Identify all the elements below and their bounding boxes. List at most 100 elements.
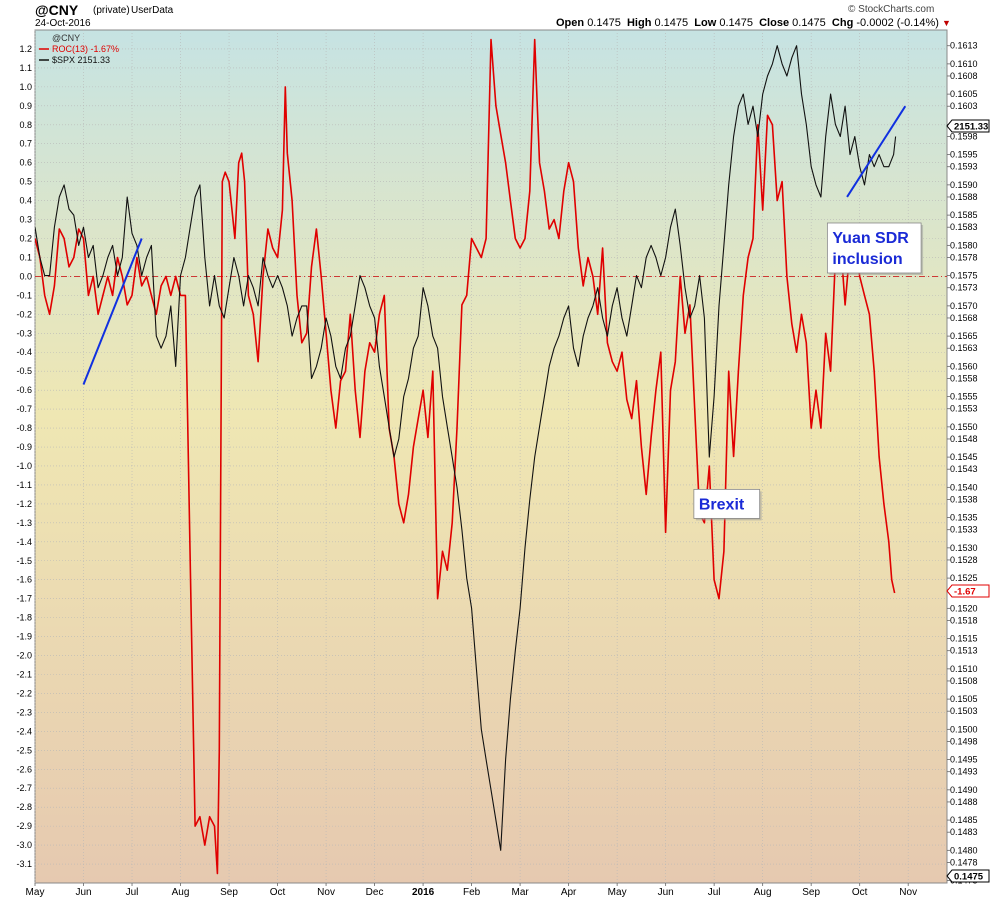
left-tick-label: 0.6 — [19, 158, 32, 168]
annotation-text: Yuan SDR — [832, 230, 909, 247]
cny-last-label: 0.1475 — [946, 869, 990, 883]
roc-last-label: -1.67 — [946, 584, 990, 598]
left-tick-label: -1.4 — [16, 537, 32, 547]
left-tick-label: -0.3 — [16, 328, 32, 338]
left-tick-label: -1.7 — [16, 594, 32, 604]
left-tick-label: 0.7 — [19, 139, 32, 149]
right-tick-label: 0.1535 — [950, 513, 978, 523]
right-tick-label: 0.1495 — [950, 755, 978, 765]
right-tick-label: 0.1568 — [950, 313, 978, 323]
left-tick-label: -0.7 — [16, 404, 32, 414]
vertical-gridlines — [34, 30, 909, 883]
x-tick-label: Mar — [511, 887, 529, 898]
low-value: 0.1475 — [719, 17, 753, 29]
trendline-1 — [82, 238, 143, 385]
x-tick-label: Jun — [658, 887, 674, 898]
right-tick-label: 0.1588 — [950, 192, 978, 202]
right-tick-label: 0.1598 — [950, 131, 978, 141]
x-tick-label: Aug — [754, 887, 772, 898]
plot-background — [34, 29, 948, 884]
right-tick-label: 0.1533 — [950, 525, 978, 535]
x-tick-label: 2016 — [412, 887, 435, 898]
left-tick-label: 1.1 — [19, 63, 32, 73]
right-tick-label: 0.1563 — [950, 343, 978, 353]
x-tick-label: Aug — [172, 887, 190, 898]
left-tick-label: -1.0 — [16, 461, 32, 471]
right-tick-label: 0.1603 — [950, 101, 978, 111]
open-label: Open — [556, 17, 585, 29]
right-tick-label: 0.1548 — [950, 434, 978, 444]
right-tick-label: 0.1493 — [950, 767, 978, 777]
roc-last-label-text: -1.67 — [954, 587, 976, 598]
x-tick-label: Nov — [317, 887, 335, 898]
left-tick-label: 0.3 — [19, 215, 32, 225]
right-axis: 0.16130.16100.16080.16050.16030.16000.15… — [947, 41, 978, 886]
right-tick-label: 0.1480 — [950, 845, 978, 855]
down-arrow-icon: ▼ — [941, 18, 951, 28]
left-tick-label: -1.1 — [16, 480, 32, 490]
right-tick-label: 0.1605 — [950, 89, 978, 99]
left-tick-label: -2.2 — [16, 688, 32, 698]
left-tick-label: -0.6 — [16, 385, 32, 395]
left-tick-label: -0.5 — [16, 366, 32, 376]
right-tick-label: 0.1610 — [950, 59, 978, 69]
cny-last-label-text: 0.1475 — [954, 872, 984, 883]
cny-last-label-box — [946, 869, 990, 883]
right-tick-label: 0.1540 — [950, 482, 978, 492]
chart-header: @CNY (private) UserData 24-Oct-2016 © St… — [0, 0, 1000, 30]
legend-entry: $SPX 2151.33 — [52, 55, 110, 65]
source-label: UserData — [131, 5, 174, 16]
left-tick-label: 1.2 — [19, 44, 32, 54]
x-tick-label: Dec — [366, 887, 384, 898]
x-tick-label: Nov — [899, 887, 917, 898]
high-label: High — [626, 17, 652, 29]
chg-label: Chg — [831, 17, 854, 29]
right-tick-label: 0.1573 — [950, 283, 978, 293]
legend-entry: @CNY — [52, 33, 80, 43]
right-tick-label: 0.1538 — [950, 494, 978, 504]
x-tick-label: Jul — [708, 887, 721, 898]
left-tick-label: -2.0 — [16, 651, 32, 661]
high-value: 0.1475 — [654, 17, 689, 29]
brand-logo: © StockCharts.com — [848, 4, 935, 15]
left-tick-label: -0.8 — [16, 423, 32, 433]
symbol-title: @CNY — [35, 2, 79, 18]
annotation-box — [693, 488, 761, 519]
right-tick-label: 0.1550 — [950, 422, 978, 432]
right-tick-label: 0.1520 — [950, 603, 978, 613]
x-tick-label: Oct — [852, 887, 868, 898]
right-tick-label: 0.1530 — [950, 543, 978, 553]
spx-series-line — [35, 45, 897, 851]
right-tick-label: 0.1508 — [950, 676, 978, 686]
right-tick-label: 0.1503 — [950, 706, 978, 716]
right-tick-label: 0.1525 — [950, 573, 978, 583]
x-tick-label: Sep — [220, 887, 238, 898]
right-tick-label: 0.1565 — [950, 331, 978, 341]
left-tick-label: -2.8 — [16, 802, 32, 812]
low-label: Low — [694, 17, 717, 29]
right-tick-label: 0.1505 — [950, 694, 978, 704]
right-tick-label: 0.1560 — [950, 361, 978, 371]
right-tick-label: 0.1490 — [950, 785, 978, 795]
spx-last-label-text: 2151.33 — [954, 122, 988, 133]
spx-last-label: 2151.33 — [946, 119, 990, 133]
left-tick-label: -0.1 — [16, 290, 32, 300]
right-tick-label: 0.1580 — [950, 240, 978, 250]
series-layer — [35, 38, 897, 875]
chg-value: -0.0002 (-0.14%) — [856, 17, 939, 29]
left-tick-label: -2.5 — [16, 745, 32, 755]
right-tick-label: 0.1488 — [950, 797, 978, 807]
right-tick-label: 0.1498 — [950, 736, 978, 746]
left-tick-label: -1.2 — [16, 499, 32, 509]
left-tick-label: -1.3 — [16, 518, 32, 528]
right-tick-label: 0.1500 — [950, 724, 978, 734]
ohlc-readout: Open 0.1475 High 0.1475 Low 0.1475 Close… — [556, 17, 951, 29]
right-tick-label: 0.1593 — [950, 162, 978, 172]
right-tick-label: 0.1578 — [950, 252, 978, 262]
right-tick-label: 0.1513 — [950, 646, 978, 656]
left-tick-label: 0.9 — [19, 101, 32, 111]
left-tick-label: 0.2 — [19, 234, 32, 244]
trendlines — [82, 105, 907, 385]
left-axis: 1.2 1.1 1.0 0.9 0.8 0.7 0.6 0.5 0.4 0.3 0.2 0.1 0.0 -… — [16, 44, 32, 869]
